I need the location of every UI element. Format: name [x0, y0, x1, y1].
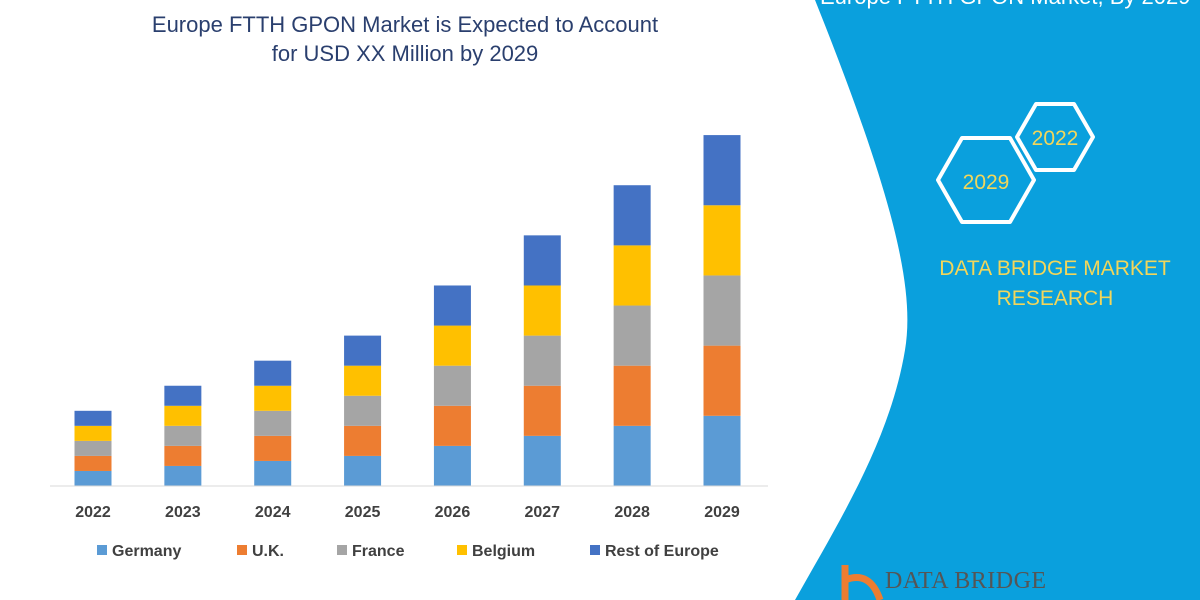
x-tick-label-2025: 2025 [345, 504, 381, 521]
bar-belgium-2024 [254, 385, 292, 411]
bar-belgium-2025 [344, 365, 382, 396]
bar-france-2025 [344, 395, 382, 426]
bar-belgium-2022 [74, 425, 112, 441]
legend: Germany U.K. France Belgium Rest of Europe [97, 543, 719, 560]
legend-label-4: Rest of Europe [605, 543, 719, 560]
x-tick-label-2028: 2028 [614, 504, 650, 521]
bar-france-2029 [703, 275, 741, 346]
legend-swatch-3 [457, 545, 467, 555]
logo-text: DATA BRIDGE [885, 568, 1047, 594]
panel-header-cut: Europe FTTH GPON Market, By 2029 [820, 0, 1190, 10]
bar-france-2023 [164, 425, 202, 446]
bar-germany-2022 [74, 470, 112, 486]
x-tick-label-2022: 2022 [75, 504, 111, 521]
bar-germany-2024 [254, 460, 292, 486]
bar-u-k--2022 [74, 455, 112, 471]
x-tick-label-2024: 2024 [255, 504, 291, 521]
bar-rest-of-europe-2027 [523, 235, 561, 286]
bar-u-k--2028 [613, 365, 651, 426]
bar-germany-2023 [164, 465, 202, 486]
bar-rest-of-europe-2023 [164, 385, 202, 406]
bar-u-k--2024 [254, 435, 292, 461]
legend-label-2: France [352, 543, 405, 560]
legend-label-0: Germany [112, 543, 181, 560]
x-tick-label-2027: 2027 [524, 504, 560, 521]
chart-title-line-2: for USD XX Million by 2029 [271, 41, 539, 66]
bar-u-k--2023 [164, 445, 202, 466]
chart-title: Europe FTTH GPON Market is Expected to A… [100, 10, 710, 68]
brand-line-2: RESEARCH [996, 287, 1114, 310]
bar-rest-of-europe-2026 [433, 285, 471, 326]
legend-label-1: U.K. [252, 543, 284, 560]
x-tick-labels: 2022 2023 2024 2025 2026 2027 2028 2029 [75, 504, 740, 521]
brand-name: DATA BRIDGE MARKET RESEARCH [905, 254, 1200, 314]
bar-belgium-2028 [613, 245, 651, 306]
bar-france-2027 [523, 335, 561, 386]
bar-france-2028 [613, 305, 651, 366]
bar-france-2024 [254, 410, 292, 436]
bar-u-k--2026 [433, 405, 471, 446]
legend-swatch-0 [97, 545, 107, 555]
bar-germany-2028 [613, 425, 651, 486]
bar-rest-of-europe-2024 [254, 360, 292, 386]
hex-year-2029: 2029 [963, 171, 1010, 194]
bar-germany-2027 [523, 435, 561, 486]
legend-swatch-2 [337, 545, 347, 555]
bar-france-2022 [74, 440, 112, 456]
bar-germany-2029 [703, 415, 741, 486]
bar-rest-of-europe-2022 [74, 410, 112, 426]
chart-title-line-1: Europe FTTH GPON Market is Expected to A… [151, 12, 659, 37]
bar-belgium-2026 [433, 325, 471, 366]
hexagon-2022 [1015, 102, 1095, 172]
brand-line-1: DATA BRIDGE MARKET [939, 257, 1171, 280]
bars-group [74, 135, 741, 486]
bar-u-k--2025 [344, 425, 382, 456]
bar-france-2026 [433, 365, 471, 406]
bar-rest-of-europe-2025 [344, 335, 382, 366]
logo-icon [841, 565, 884, 600]
bar-rest-of-europe-2028 [613, 185, 651, 246]
bar-rest-of-europe-2029 [703, 135, 741, 206]
x-tick-label-2026: 2026 [435, 504, 471, 521]
bar-germany-2025 [344, 455, 382, 486]
bar-germany-2026 [433, 445, 471, 486]
hexagon-2029 [936, 136, 1036, 224]
x-tick-label-2029: 2029 [704, 504, 740, 521]
bar-belgium-2027 [523, 285, 561, 336]
x-tick-label-2023: 2023 [165, 504, 201, 521]
legend-swatch-1 [237, 545, 247, 555]
bar-belgium-2029 [703, 205, 741, 276]
brand-panel [795, 0, 1200, 600]
bar-u-k--2027 [523, 385, 561, 436]
hex-year-2022: 2022 [1032, 127, 1079, 150]
bar-belgium-2023 [164, 405, 202, 426]
legend-label-3: Belgium [472, 543, 535, 560]
legend-swatch-4 [590, 545, 600, 555]
bar-u-k--2029 [703, 345, 741, 416]
